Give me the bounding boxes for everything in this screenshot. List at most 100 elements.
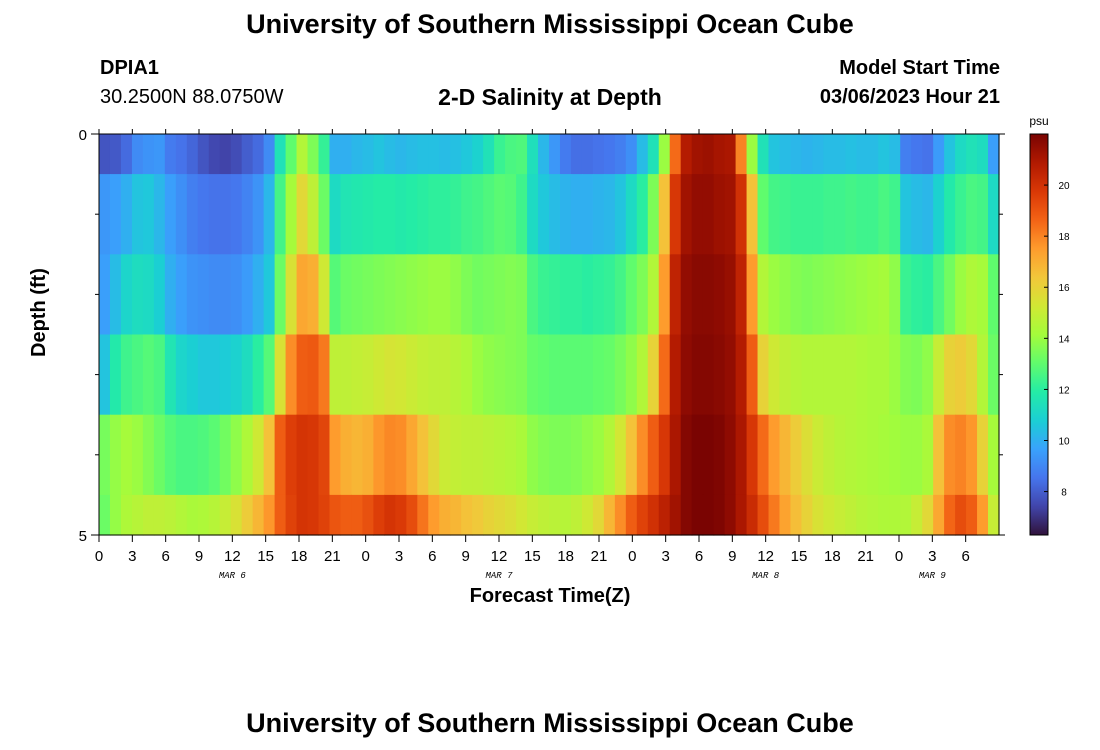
heatmap-cell bbox=[505, 414, 517, 496]
heatmap-cell bbox=[856, 494, 868, 536]
heatmap-cell bbox=[933, 414, 945, 496]
heatmap-cell bbox=[614, 334, 627, 416]
x-tick-label: 6 bbox=[161, 548, 169, 565]
heatmap-cell bbox=[505, 494, 517, 536]
heatmap-cell bbox=[757, 174, 770, 255]
heatmap-cell bbox=[790, 134, 803, 175]
heatmap-cell bbox=[472, 494, 484, 536]
heatmap-cell bbox=[801, 494, 814, 536]
heatmap-cell bbox=[384, 414, 396, 496]
heatmap-cell bbox=[406, 174, 418, 255]
heatmap-cell bbox=[867, 414, 879, 496]
heatmap-cell bbox=[186, 494, 199, 536]
heatmap-cell bbox=[592, 494, 605, 536]
heatmap-cell bbox=[724, 254, 737, 336]
heatmap-cell bbox=[592, 134, 605, 175]
heatmap-cell bbox=[384, 134, 396, 175]
heatmap-cell bbox=[505, 254, 517, 336]
heatmap-cell bbox=[340, 174, 353, 255]
heatmap-cell bbox=[263, 414, 276, 496]
x-tick-label: 18 bbox=[557, 548, 574, 565]
heatmap-cell bbox=[197, 254, 210, 336]
heatmap-cell bbox=[735, 414, 748, 496]
heatmap-cell bbox=[120, 334, 133, 416]
x-tick-label: 18 bbox=[824, 548, 841, 565]
heatmap-cell bbox=[186, 334, 199, 416]
heatmap-cell bbox=[878, 254, 890, 336]
heatmap-cell bbox=[373, 174, 385, 255]
heatmap-cell bbox=[153, 134, 166, 175]
heatmap-cell bbox=[384, 174, 396, 255]
heatmap-cell bbox=[197, 134, 210, 175]
heatmap-cell bbox=[549, 174, 561, 255]
heatmap-cell bbox=[219, 174, 232, 255]
heatmap-cell bbox=[746, 174, 759, 255]
heatmap-cell bbox=[307, 134, 320, 175]
heatmap-cell bbox=[483, 174, 495, 255]
heatmap-cell bbox=[944, 254, 956, 336]
colorbar-tick-label: 8 bbox=[1061, 488, 1067, 499]
heatmap-cell bbox=[647, 134, 660, 175]
heatmap-cell bbox=[472, 414, 484, 496]
x-tick-label: 12 bbox=[757, 548, 774, 565]
heatmap-cell bbox=[570, 174, 583, 255]
heatmap-cell bbox=[395, 174, 407, 255]
heatmap-cell bbox=[603, 334, 616, 416]
heatmap-cell bbox=[439, 494, 451, 536]
x-tick-label: 6 bbox=[695, 548, 703, 565]
heatmap-cell bbox=[647, 174, 660, 255]
plot-frame bbox=[98, 133, 1000, 536]
heatmap-cell bbox=[658, 494, 671, 536]
heatmap-cell bbox=[351, 134, 364, 175]
heatmap-cell bbox=[164, 254, 177, 336]
heatmap-cell bbox=[603, 134, 616, 175]
heatmap-cell bbox=[889, 174, 901, 255]
heatmap-cell bbox=[230, 414, 243, 496]
heatmap-cell bbox=[658, 334, 671, 416]
colorbar-tick-label: 20 bbox=[1058, 181, 1070, 192]
heatmap-cell bbox=[384, 254, 396, 336]
heatmap-cell bbox=[713, 334, 726, 416]
heatmap-cell bbox=[955, 254, 967, 336]
heatmap-cell bbox=[175, 254, 188, 336]
heatmap-cell bbox=[724, 334, 737, 416]
heatmap-cell bbox=[713, 494, 726, 536]
heatmap-cell bbox=[735, 134, 748, 175]
heatmap-cell bbox=[450, 334, 462, 416]
heatmap-cell bbox=[691, 494, 704, 536]
heatmap-cell bbox=[362, 174, 374, 255]
heatmap-cell bbox=[955, 414, 967, 496]
heatmap-cell bbox=[625, 494, 638, 536]
heatmap-cell bbox=[680, 414, 693, 496]
heatmap-cell bbox=[406, 414, 418, 496]
heatmap-cell bbox=[922, 134, 934, 175]
heatmap-cell bbox=[867, 174, 879, 255]
heatmap-cell bbox=[768, 494, 781, 536]
heatmap-cell bbox=[175, 494, 188, 536]
heatmap-cell bbox=[285, 494, 298, 536]
chart-subtitle: 2-D Salinity at Depth bbox=[438, 84, 662, 110]
heatmap-cell bbox=[911, 494, 923, 536]
heatmap-cell bbox=[395, 334, 407, 416]
heatmap-cell bbox=[922, 334, 934, 416]
heatmap-cell bbox=[197, 174, 210, 255]
x-tick-label: 12 bbox=[491, 548, 508, 565]
heatmap-cell bbox=[307, 494, 320, 536]
heatmap-cell bbox=[307, 414, 320, 496]
heatmap-cell bbox=[592, 174, 605, 255]
heatmap-cell bbox=[439, 134, 451, 175]
x-tick-label: 15 bbox=[791, 548, 808, 565]
heatmap-cell bbox=[977, 134, 989, 175]
heatmap-cell bbox=[581, 254, 594, 336]
heatmap-cell bbox=[538, 414, 550, 496]
heatmap-cell bbox=[911, 334, 923, 416]
heatmap-cell bbox=[142, 494, 155, 536]
heatmap-cell bbox=[933, 334, 945, 416]
heatmap-cell bbox=[779, 174, 792, 255]
heatmap-cell bbox=[779, 134, 792, 175]
heatmap-cell bbox=[472, 174, 484, 255]
heatmap-cell bbox=[164, 334, 177, 416]
heatmap-cell bbox=[834, 334, 846, 416]
heatmap-cell bbox=[801, 414, 814, 496]
heatmap-cell bbox=[834, 254, 846, 336]
